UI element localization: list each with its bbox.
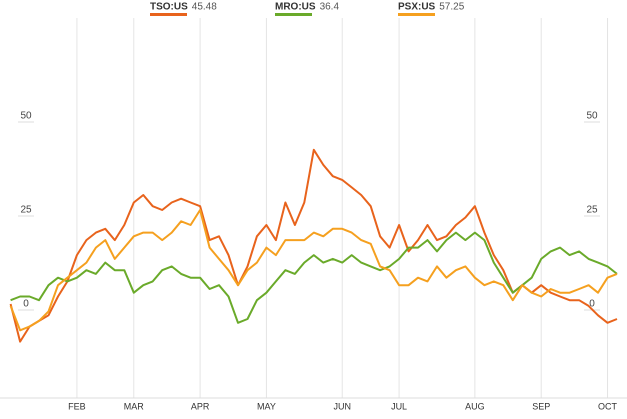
legend-swatch bbox=[398, 13, 435, 16]
y-tick-label: 0 bbox=[589, 299, 595, 310]
x-tick-label: AUG bbox=[465, 401, 485, 411]
legend-name: PSX:US bbox=[398, 2, 436, 13]
y-tick-label: 0 bbox=[23, 299, 29, 310]
legend-value: 57.25 bbox=[439, 2, 464, 13]
x-tick-label: FEB bbox=[68, 401, 86, 411]
x-tick-label: APR bbox=[191, 401, 210, 411]
y-tick-label: 50 bbox=[20, 111, 32, 122]
series-line bbox=[9, 209, 618, 332]
series-line bbox=[10, 231, 618, 324]
series-line bbox=[9, 148, 618, 343]
x-tick-label: MAY bbox=[257, 401, 276, 411]
x-tick-label: OCT bbox=[598, 401, 618, 411]
y-tick-label: 25 bbox=[586, 205, 598, 216]
legend-value: 36.4 bbox=[320, 2, 340, 13]
y-tick-label: 25 bbox=[20, 205, 32, 216]
x-tick-label: JUN bbox=[333, 401, 351, 411]
legend-swatch bbox=[150, 13, 187, 16]
legend-name: MRO:US bbox=[275, 2, 316, 13]
x-tick-label: JUL bbox=[391, 401, 407, 411]
y-tick-label: 50 bbox=[586, 111, 598, 122]
x-tick-label: MAR bbox=[124, 401, 145, 411]
legend-swatch bbox=[275, 13, 312, 16]
legend-value: 45.48 bbox=[192, 2, 217, 13]
legend-name: TSO:US bbox=[150, 2, 188, 13]
x-tick-label: SEP bbox=[532, 401, 550, 411]
